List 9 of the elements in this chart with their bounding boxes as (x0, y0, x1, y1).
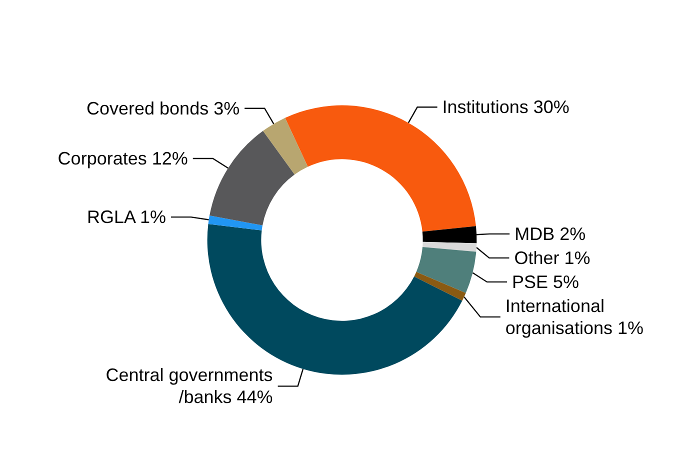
slice-label: PSE 5% (512, 272, 580, 292)
slice-label: International organisations 1% (505, 296, 644, 338)
slice-label: MDB 2% (514, 224, 586, 244)
slice-label: Institutions 30% (442, 97, 570, 118)
slice-label: Central governments/banks 44% (106, 365, 273, 408)
slice-label: Covered bonds 3% (86, 98, 240, 118)
slice-label: Other 1% (514, 248, 590, 268)
slice-label: RGLA 1% (86, 207, 166, 228)
slice-label: Corporates 12% (58, 148, 188, 168)
